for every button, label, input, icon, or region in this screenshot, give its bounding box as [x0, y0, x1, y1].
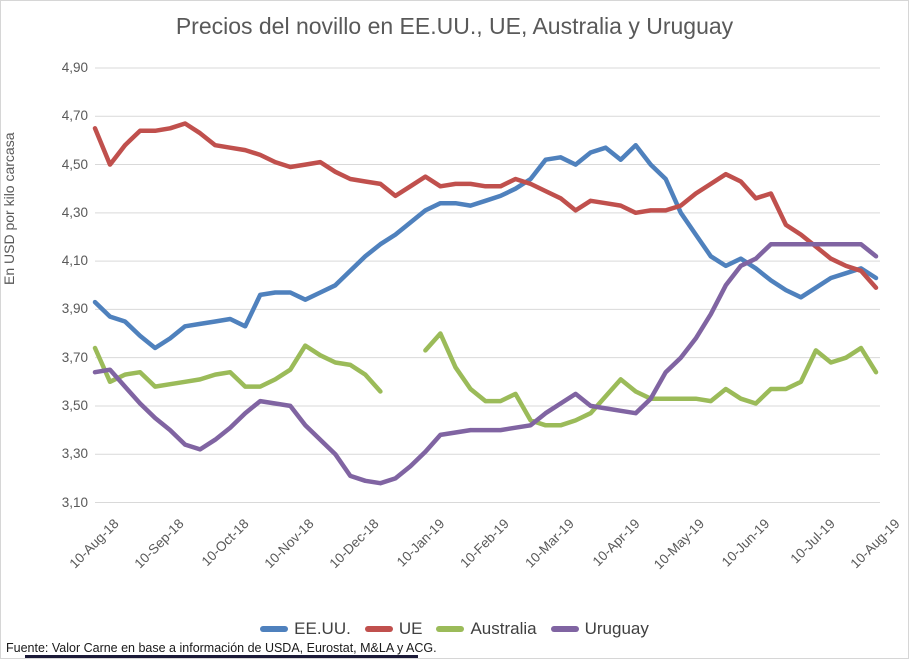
- y-tick-label: 4,50: [61, 156, 88, 172]
- legend-label-australia: Australia: [470, 619, 537, 638]
- legend-swatch-ue-icon: [364, 626, 393, 632]
- y-tick-label: 4,70: [61, 108, 88, 124]
- y-tick-label: 4,30: [61, 204, 88, 220]
- chart-title: Precios del novillo en EE.UU., UE, Austr…: [175, 13, 734, 39]
- y-tick-label: 3,30: [61, 446, 88, 462]
- legend-item-eeuu: EE.UU.: [260, 619, 351, 639]
- source-note: Fuente: Valor Carne en base a informació…: [6, 641, 437, 655]
- legend-item-ue: UE: [364, 619, 423, 639]
- legend-item-uruguay: Uruguay: [550, 619, 649, 639]
- series-line-eeuu: [92, 142, 879, 351]
- legend: EE.UU. UE Australia Uruguay: [0, 619, 909, 639]
- legend-label-eeuu: EE.UU.: [294, 619, 351, 638]
- legend-item-australia: Australia: [436, 619, 537, 639]
- legend-swatch-australia-icon: [436, 626, 465, 632]
- legend-label-ue: UE: [398, 619, 423, 638]
- series-line-ue: [92, 121, 879, 290]
- y-tick-label: 3,10: [61, 494, 88, 510]
- series-line-australia: [92, 331, 879, 428]
- legend-swatch-eeuu-icon: [260, 626, 289, 632]
- y-tick-label: 4,90: [61, 60, 88, 75]
- y-tick-label: 3,50: [61, 397, 88, 413]
- series-line-uruguay: [92, 241, 879, 486]
- legend-label-uruguay: Uruguay: [584, 619, 649, 638]
- y-tick-label: 4,10: [61, 253, 88, 269]
- legend-swatch-uruguay-icon: [550, 626, 579, 632]
- y-tick-label: 3,90: [61, 301, 88, 317]
- bottom-partial-bar: [25, 655, 418, 659]
- y-tick-label: 3,70: [61, 349, 88, 365]
